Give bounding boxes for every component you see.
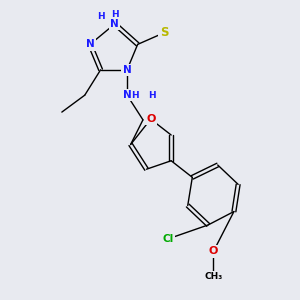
Text: H: H xyxy=(131,91,139,100)
Text: H: H xyxy=(111,10,118,19)
Text: N: N xyxy=(86,39,94,50)
Text: H: H xyxy=(97,12,104,21)
Text: CH₃: CH₃ xyxy=(204,272,223,280)
Text: N: N xyxy=(110,19,119,29)
Text: H: H xyxy=(148,91,156,100)
Text: N: N xyxy=(123,65,131,75)
Text: O: O xyxy=(209,246,218,256)
Text: N: N xyxy=(123,90,131,100)
Text: Cl: Cl xyxy=(162,234,173,244)
Text: O: O xyxy=(146,114,155,124)
Text: S: S xyxy=(160,26,168,39)
